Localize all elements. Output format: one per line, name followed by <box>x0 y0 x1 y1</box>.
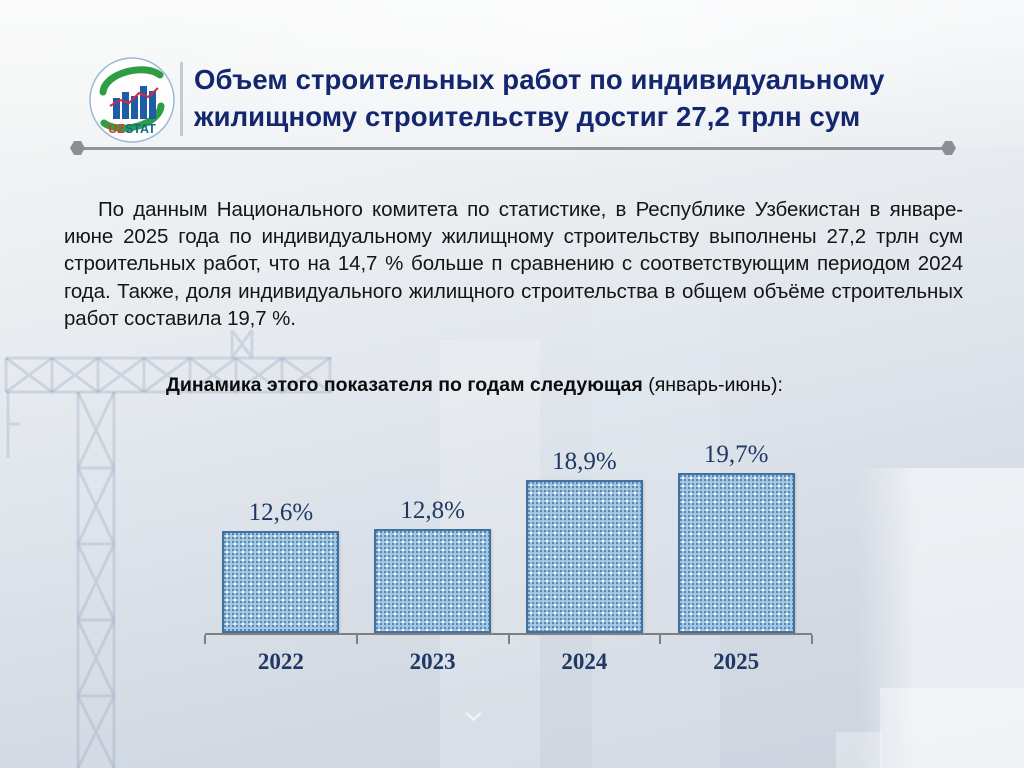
chart-subtitle-regular: (январь-июнь): <box>642 374 783 396</box>
bar-value-label: 12,6% <box>248 499 314 526</box>
chart-plot-area: 12,6% 12,8% 18,9% 19,7% <box>205 423 812 633</box>
axis-tick <box>507 635 510 644</box>
uzstat-logo: UZSTAT <box>88 56 176 144</box>
bar-2024 <box>525 480 643 633</box>
divider-hexagon-left-icon <box>70 141 85 155</box>
bar-2022 <box>222 531 340 633</box>
chart-slot-2024: 18,9% <box>509 448 661 633</box>
logo-bars-icon <box>113 86 156 119</box>
chart-slot-2022: 12,6% <box>205 499 357 633</box>
header-background <box>0 0 1024 147</box>
page-title: Объем строительных работ по индивидуальн… <box>194 62 984 135</box>
bar-value-label: 19,7% <box>703 441 769 468</box>
logo-trendline-icon <box>109 87 159 107</box>
axis-tick <box>659 635 662 644</box>
x-axis-label-2024: 2024 <box>561 649 608 674</box>
building-silhouette <box>858 468 1024 768</box>
chart-subtitle-bold: Динамика этого показателя по годам следу… <box>166 374 643 396</box>
bar-2025 <box>677 473 795 633</box>
logo-text: UZSTAT <box>108 122 156 136</box>
header-vertical-divider <box>180 62 183 136</box>
bar-value-label: 18,9% <box>552 448 617 475</box>
bar-value-label: 12,8% <box>400 497 465 524</box>
chevron-down-icon <box>465 705 482 722</box>
bar-chart: 12,6% 12,8% 18,9% 19,7% 2022 2023 2024 2025 <box>204 423 813 675</box>
body-paragraph: По данным Национального комитета по стат… <box>64 198 963 330</box>
uzstat-logo-icon: UZSTAT <box>89 57 175 143</box>
page-title-line1: Объем строительных работ по индивидуальн… <box>194 64 885 95</box>
x-axis-label-2023: 2023 <box>409 649 456 674</box>
x-axis-labels-row: 2022 2023 2024 2025 <box>205 649 812 675</box>
axis-tick <box>811 635 813 644</box>
chart-slot-2025: 19,7% <box>660 441 812 633</box>
x-axis-label-2025: 2025 <box>713 649 760 674</box>
building-silhouette <box>880 688 1024 768</box>
chart-slot-2023: 12,8% <box>357 497 509 633</box>
page-title-line2: жилищному строительству достиг 27,2 трлн… <box>194 100 861 132</box>
axis-tick <box>355 635 358 644</box>
chart-subtitle: Динамика этого показателя по годам следу… <box>166 374 783 397</box>
x-axis-label-2022: 2022 <box>257 649 304 674</box>
x-axis-line <box>204 633 813 644</box>
header-divider-line <box>80 147 946 150</box>
building-silhouette <box>836 732 882 768</box>
bar-2023 <box>374 529 492 633</box>
axis-tick <box>204 635 206 644</box>
divider-hexagon-right-icon <box>941 141 956 155</box>
